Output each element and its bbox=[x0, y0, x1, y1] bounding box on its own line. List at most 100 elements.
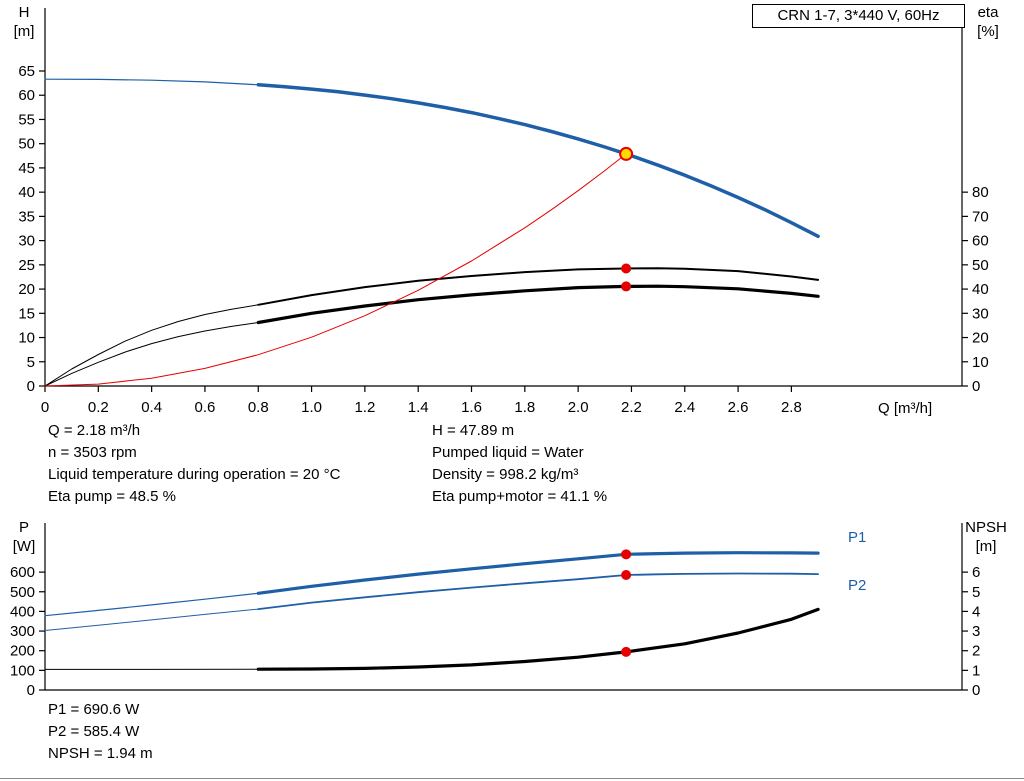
power-npsh-chart-ytick-left-label: 100 bbox=[10, 662, 35, 679]
marker-duty-point bbox=[619, 146, 634, 161]
head-axis-unit: [m] bbox=[13, 23, 35, 40]
power-npsh-chart-ytick-left-label: 200 bbox=[10, 643, 35, 660]
bottom-divider bbox=[0, 778, 1024, 779]
power-axis-symbol: P bbox=[18, 519, 29, 536]
npsh-axis-symbol: NPSH bbox=[965, 519, 1007, 536]
qh-chart-xtick-label: 2.6 bbox=[728, 399, 749, 416]
qh-chart-ytick-right-label: 10 bbox=[972, 354, 989, 371]
power-axis-unit: [W] bbox=[12, 538, 36, 555]
qh-chart-ytick-right-label: 30 bbox=[972, 305, 989, 322]
info-flow: Q = 2.18 m³/h bbox=[48, 422, 141, 439]
marker-p2-point bbox=[621, 569, 632, 580]
qh-chart-ytick-right-label: 40 bbox=[972, 281, 989, 298]
power-npsh-chart-ytick-left-label: 300 bbox=[10, 623, 35, 640]
qh-chart-xtick-label: 2.4 bbox=[674, 399, 695, 416]
curve-p2 bbox=[257, 572, 819, 610]
power-npsh-chart-ytick-right-label: 4 bbox=[972, 603, 980, 620]
qh-chart-ytick-left-label: 50 bbox=[18, 136, 35, 153]
head-axis-label: H [m] bbox=[2, 3, 46, 41]
power-axis-label: P [W] bbox=[2, 518, 46, 556]
curve-eta-pump bbox=[44, 304, 259, 387]
pump-designation-box: CRN 1-7, 3*440 V, 60Hz bbox=[752, 4, 965, 28]
duty-info-left-column: Q = 2.18 m³/h n = 3503 rpm Liquid temper… bbox=[48, 420, 340, 508]
p2-curve-label: P2 bbox=[848, 577, 867, 594]
marker-p1-point bbox=[621, 549, 632, 560]
qh-chart-ytick-left-label: 40 bbox=[18, 184, 35, 201]
info-pumped-liquid: Pumped liquid = Water bbox=[432, 444, 584, 461]
qh-chart-ytick-left-label: 30 bbox=[18, 233, 35, 250]
power-npsh-chart-ytick-left-label: 400 bbox=[10, 603, 35, 620]
duty-info-right-column: H = 47.89 m Pumped liquid = Water Densit… bbox=[432, 420, 607, 508]
eta-axis-label: eta [%] bbox=[962, 3, 1014, 41]
npsh-axis-unit: [m] bbox=[975, 538, 997, 555]
power-npsh-chart-ytick-left-label: 0 bbox=[27, 682, 35, 699]
eta-axis-unit: [%] bbox=[977, 23, 999, 40]
qh-chart-xtick-label: 0.6 bbox=[195, 399, 216, 416]
info-npsh: NPSH = 1.94 m bbox=[48, 745, 153, 762]
npsh-axis-label: NPSH [m] bbox=[950, 518, 1022, 556]
info-head: H = 47.89 m bbox=[432, 422, 515, 439]
qh-chart-ytick-right-label: 0 bbox=[972, 378, 980, 395]
qh-chart-ytick-left-label: 45 bbox=[18, 160, 35, 177]
curve-system bbox=[44, 153, 627, 387]
power-npsh-chart-ytick-right-label: 2 bbox=[972, 643, 980, 660]
p1-curve-label: P1 bbox=[848, 529, 867, 546]
qh-chart-xtick-label: 1.4 bbox=[408, 399, 429, 416]
qh-chart-ytick-left-label: 20 bbox=[18, 281, 35, 298]
qh-chart-xtick-label: 1.2 bbox=[354, 399, 375, 416]
info-liquid-temperature: Liquid temperature during operation = 20… bbox=[48, 466, 341, 483]
power-npsh-chart-ytick-right-label: 0 bbox=[972, 682, 980, 699]
marker-eta-pump-point bbox=[621, 263, 632, 274]
qh-chart-xtick-label: 0 bbox=[41, 399, 49, 416]
qh-chart-ytick-right-label: 50 bbox=[972, 257, 989, 274]
curve-head-qh bbox=[44, 78, 259, 86]
info-speed: n = 3503 rpm bbox=[48, 444, 137, 461]
qh-chart-ytick-left-label: 60 bbox=[18, 87, 35, 104]
qh-chart-xtick-label: 0.4 bbox=[141, 399, 162, 416]
qh-chart-ytick-left-label: 15 bbox=[18, 305, 35, 322]
power-npsh-chart-ytick-right-label: 1 bbox=[972, 662, 980, 679]
qh-chart-ytick-left-label: 35 bbox=[18, 208, 35, 225]
power-npsh-chart-ytick-right-label: 6 bbox=[972, 564, 980, 581]
qh-chart-ytick-left-label: 65 bbox=[18, 63, 35, 80]
qh-chart-xtick-label: 2.8 bbox=[781, 399, 802, 416]
info-density: Density = 998.2 kg/m³ bbox=[432, 466, 579, 483]
marker-eta-pump-motor-point bbox=[621, 281, 632, 292]
info-eta-pump: Eta pump = 48.5 % bbox=[48, 488, 176, 505]
qh-chart-ytick-right-label: 70 bbox=[972, 208, 989, 225]
curve-p1 bbox=[44, 592, 259, 617]
qh-chart-ytick-left-label: 10 bbox=[18, 330, 35, 347]
power-info-column: P1 = 690.6 W P2 = 585.4 W NPSH = 1.94 m bbox=[48, 699, 153, 765]
power-npsh-chart-ytick-right-label: 5 bbox=[972, 584, 980, 601]
qh-chart-xtick-label: 2.0 bbox=[568, 399, 589, 416]
qh-chart-xtick-label: 1.0 bbox=[301, 399, 322, 416]
curve-eta-pump bbox=[257, 267, 820, 306]
qh-chart-ytick-right-label: 80 bbox=[972, 184, 989, 201]
curve-eta-pump-motor bbox=[256, 284, 820, 325]
qh-chart-ytick-left-label: 25 bbox=[18, 257, 35, 274]
eta-axis-symbol: eta bbox=[977, 4, 999, 21]
marker-npsh-point bbox=[621, 646, 632, 657]
qh-chart-xtick-label: 0.2 bbox=[88, 399, 109, 416]
curve-p2 bbox=[44, 608, 259, 631]
info-p1: P1 = 690.6 W bbox=[48, 701, 140, 718]
qh-chart-ytick-left-label: 55 bbox=[18, 111, 35, 128]
qh-chart-ytick-left-label: 5 bbox=[27, 354, 35, 371]
qh-chart-xtick-label: 2.2 bbox=[621, 399, 642, 416]
info-p2: P2 = 585.4 W bbox=[48, 723, 140, 740]
qh-chart-xtick-label: 1.6 bbox=[461, 399, 482, 416]
curve-p1 bbox=[256, 551, 820, 595]
power-npsh-chart-ytick-left-label: 500 bbox=[10, 584, 35, 601]
power-npsh-chart-ytick-left-label: 600 bbox=[10, 564, 35, 581]
qh-chart-ytick-right-label: 20 bbox=[972, 330, 989, 347]
qh-chart-xtick-label: 1.8 bbox=[514, 399, 535, 416]
curve-head-qh bbox=[256, 83, 820, 239]
curve-npsh bbox=[256, 607, 820, 671]
qh-chart-ytick-right-label: 60 bbox=[972, 233, 989, 250]
head-axis-symbol: H bbox=[18, 4, 30, 21]
info-eta-pump-motor: Eta pump+motor = 41.1 % bbox=[432, 488, 608, 505]
power-npsh-chart-ytick-right-label: 3 bbox=[972, 623, 980, 640]
qh-chart-ytick-left-label: 0 bbox=[27, 378, 35, 395]
